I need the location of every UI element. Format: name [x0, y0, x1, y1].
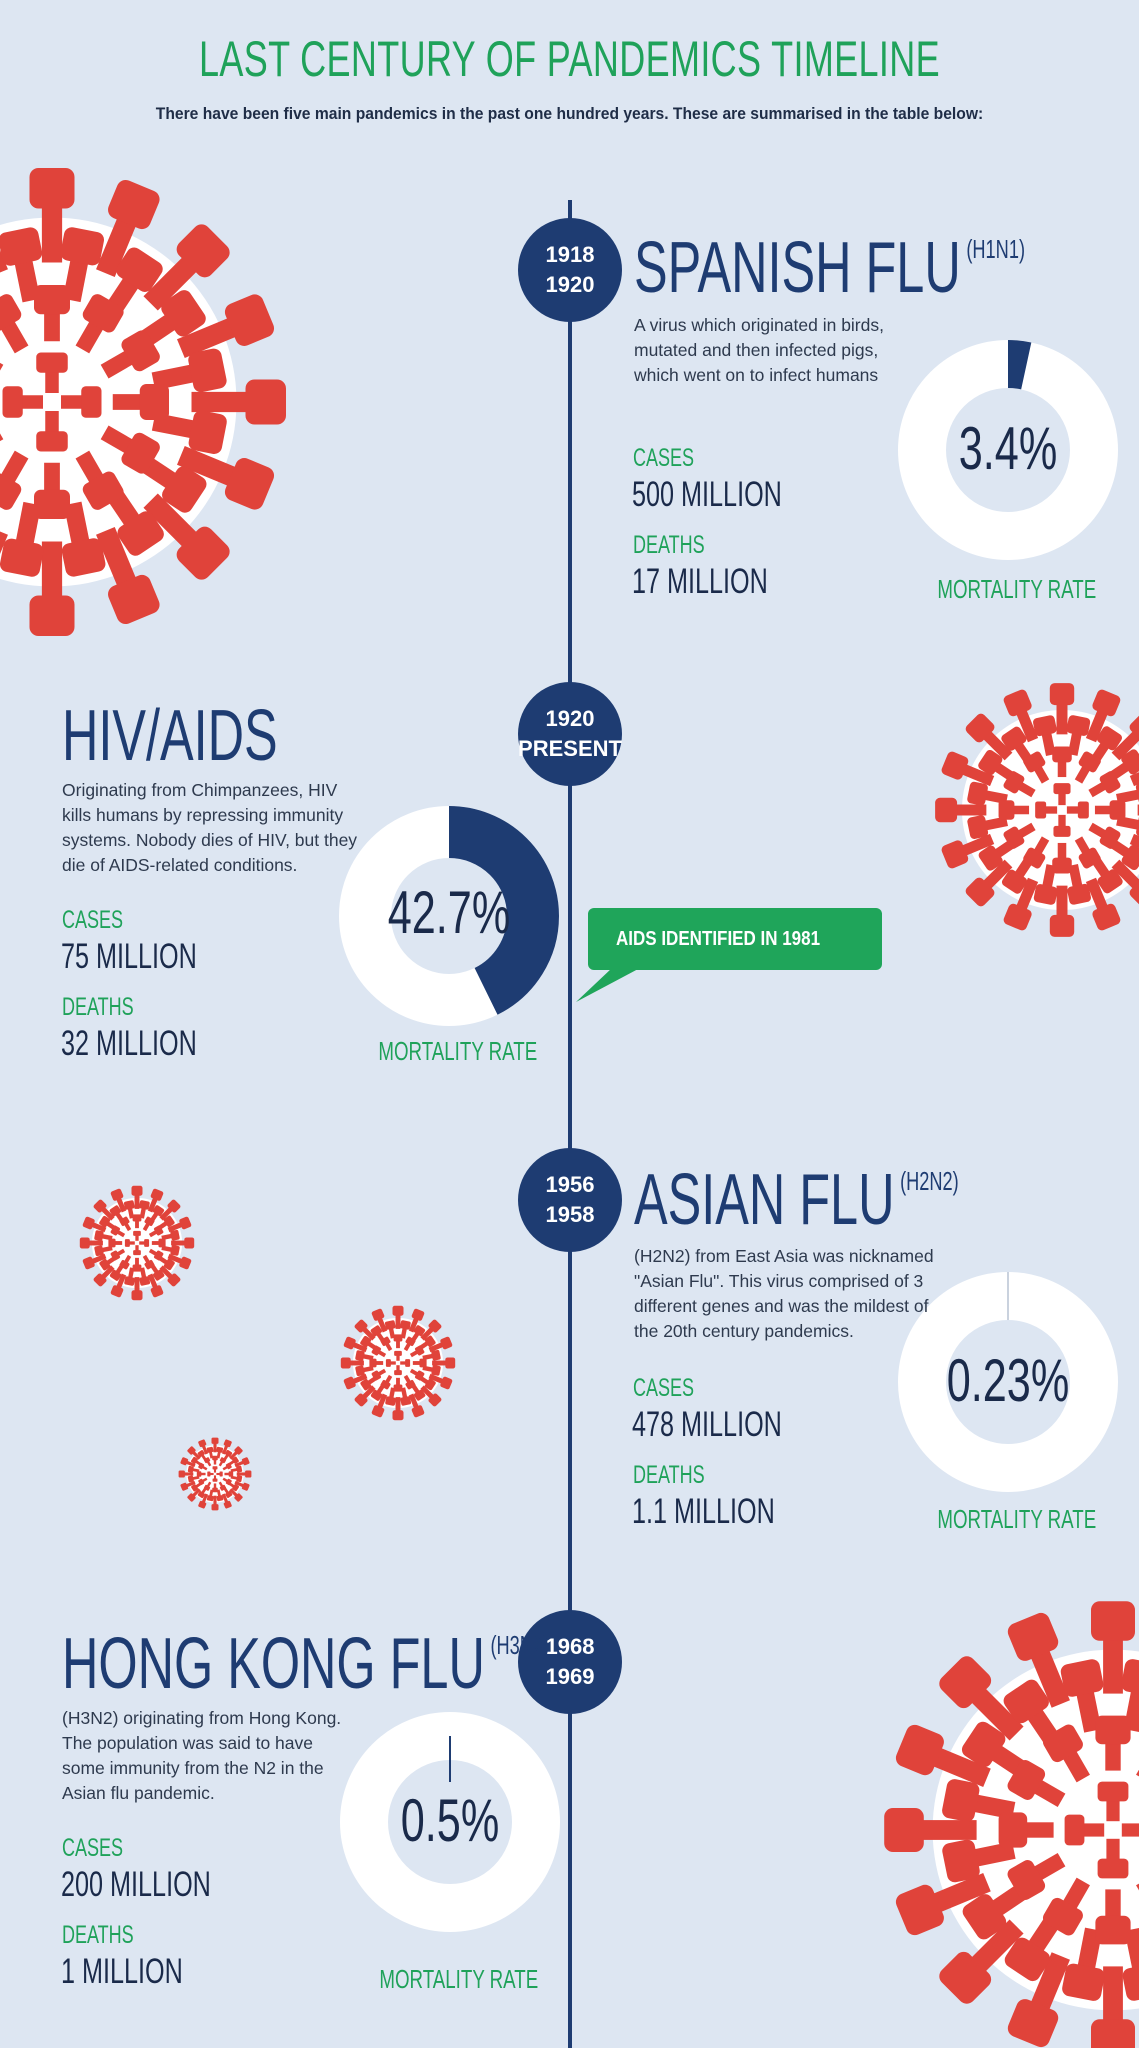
timeline-line [568, 200, 572, 2048]
description-hong-kong-flu: (H3N2) originating from Hong Kong. The p… [62, 1708, 342, 1803]
donut-chart-asian-flu [898, 1272, 1118, 1492]
cases-value: 200 MILLION [61, 1865, 211, 1904]
date-marker-asian-flu: 1956 1958 [518, 1148, 622, 1252]
date-marker-hong-kong-flu: 1968 1969 [518, 1610, 622, 1714]
page-title: LAST CENTURY OF PANDEMICS TIMELINE [198, 31, 941, 87]
cases-label: CASES [62, 906, 124, 934]
donut-chart-hong-kong-flu [340, 1712, 560, 1932]
start-year: 1968 [545, 1634, 595, 1659]
deaths-value: 32 MILLION [61, 1024, 197, 1063]
page-subtitle: There have been five main pandemics in t… [155, 104, 984, 123]
start-year: 1920 [545, 706, 595, 731]
pandemic-name-hong-kong-flu: HONG KONG FLU (H3N2) [62, 1624, 550, 1704]
mortality-rate-label: MORTALITY RATE [379, 1964, 539, 1994]
mortality-rate-label: MORTALITY RATE [937, 574, 1097, 604]
cases-label: CASES [62, 1834, 124, 1862]
mortality-rate-value: 0.5% [400, 1787, 500, 1854]
donut-chart-spanish-flu [898, 340, 1118, 560]
end-year: 1958 [545, 1202, 595, 1227]
end-year: 1920 [545, 272, 595, 297]
deaths-label: DEATHS [62, 993, 134, 1021]
mortality-rate-value: 3.4% [958, 415, 1058, 482]
deaths-label: DEATHS [633, 531, 705, 559]
callout-aids-identified: AIDS IDENTIFIED IN 1981 [588, 908, 882, 970]
deaths-value: 1 MILLION [61, 1952, 183, 1991]
strain-label: (H1N1) [966, 234, 1026, 264]
strain-label: (H2N2) [900, 1166, 959, 1196]
mortality-rate-label: MORTALITY RATE [937, 1504, 1097, 1534]
date-marker-hiv-aids: 1920 PRESENT [518, 682, 622, 786]
pandemic-name-spanish-flu: SPANISH FLU (H1N1) [634, 228, 1026, 308]
callout-tail [576, 968, 640, 1002]
deaths-label: DEATHS [633, 1461, 705, 1489]
end-year: PRESENT [518, 736, 622, 761]
pandemic-name-hiv-aids: HIV/AIDS [62, 696, 278, 776]
description-spanish-flu: A virus which originated in birds, mutat… [634, 315, 884, 385]
start-year: 1918 [545, 242, 595, 267]
date-marker-spanish-flu: 1918 1920 [518, 218, 622, 322]
start-year: 1956 [545, 1172, 595, 1197]
mortality-rate-value: 0.23% [946, 1347, 1070, 1414]
deaths-value: 17 MILLION [632, 562, 768, 601]
donut-chart-hiv-aids [339, 806, 559, 1026]
deaths-label: DEATHS [62, 1921, 134, 1949]
description-hiv-aids: Originating from Chimpanzees, HIV kills … [62, 780, 358, 875]
pandemic-name-asian-flu: ASIAN FLU (H2N2) [634, 1160, 959, 1240]
deaths-value: 1.1 MILLION [632, 1492, 775, 1531]
description-asian-flu: (H2N2) from East Asia was nicknamed "Asi… [634, 1246, 934, 1341]
cases-value: 478 MILLION [632, 1405, 782, 1444]
cases-value: 75 MILLION [61, 937, 197, 976]
strain-label: (H3N2) [490, 1630, 550, 1660]
mortality-rate-label: MORTALITY RATE [378, 1036, 538, 1066]
mortality-rate-value: 42.7% [387, 879, 511, 946]
cases-value: 500 MILLION [632, 475, 782, 514]
end-year: 1969 [545, 1664, 595, 1689]
cases-label: CASES [633, 444, 695, 472]
cases-label: CASES [633, 1374, 695, 1402]
